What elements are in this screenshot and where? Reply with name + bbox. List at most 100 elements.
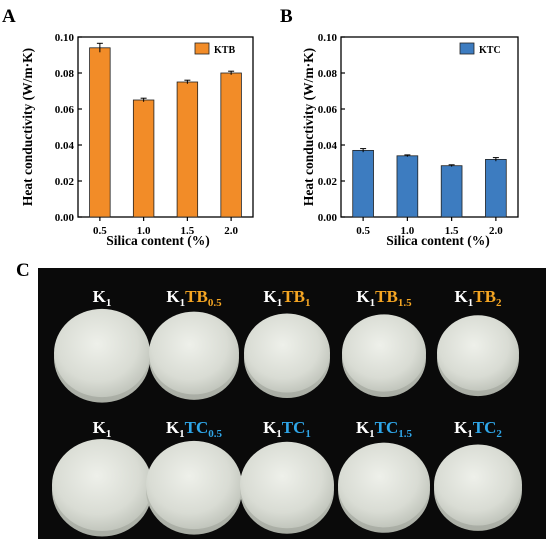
sample-label: K1TC0.5 — [166, 418, 223, 440]
y-tick-label: 0.06 — [318, 104, 338, 116]
plot-area-a: 0.00 0.02 0.04 0.06 0.08 0.10 0.5 1.0 1.5 2.0 KTB — [55, 32, 254, 237]
bar — [352, 149, 374, 218]
y-tick-label: 0.10 — [318, 32, 338, 44]
bar — [220, 72, 242, 218]
plot-area-b: 0.00 0.02 0.04 0.06 0.08 0.10 0.5 1.0 1.5 2.0 KTC — [318, 32, 519, 237]
x-tick-label: 1.5 — [181, 225, 195, 237]
sample-label-suffix-sub: 2 — [496, 297, 502, 309]
bar — [89, 47, 111, 218]
bar — [396, 155, 419, 218]
y-tick-label: 0.06 — [55, 104, 75, 116]
sample-label-base-sub: 1 — [370, 297, 376, 309]
x-tick-label: 1.5 — [445, 225, 459, 237]
sample-label-base: K — [166, 287, 180, 306]
sample-label-base: K — [356, 287, 370, 306]
x-tick-label: 1.0 — [137, 225, 151, 237]
x-axis-title-b: Silica content (%) — [386, 233, 490, 248]
x-tick-label: 2.0 — [489, 225, 503, 237]
plot-frame — [77, 36, 254, 218]
sample-label-suffix: TB — [185, 287, 208, 306]
y-axis-title-b: Heat conductivity (W/m·K) — [301, 48, 316, 206]
sample-label-base: K — [356, 418, 370, 437]
sample-disc — [240, 441, 334, 529]
sample-label-base: K — [454, 418, 468, 437]
sample-label-base-sub: 1 — [467, 428, 473, 440]
sample-label-base: K — [166, 418, 180, 437]
bar — [485, 158, 507, 218]
sample-label-base: K — [93, 418, 107, 437]
sample-label-suffix: TB — [375, 287, 398, 306]
chart-a: A Heat conductivity (W/m·K) Silica conte… — [2, 6, 254, 248]
legend-label: KTB — [214, 45, 235, 56]
sample-label-base-sub: 1 — [106, 297, 112, 309]
sample-label-base: K — [264, 287, 278, 306]
sample-label: K1TB0.5 — [166, 287, 222, 309]
sample-label: K1 — [93, 287, 112, 309]
panel-label-a: A — [2, 6, 16, 27]
sample-label-suffix: TC — [282, 418, 306, 437]
sample-label-suffix-sub: 1 — [305, 297, 311, 309]
sample-disc — [244, 313, 330, 393]
sample-disc — [54, 308, 150, 398]
y-tick-label: 0.08 — [318, 68, 338, 80]
sample-label-base-sub: 1 — [276, 428, 282, 440]
panel-label-b: B — [280, 6, 293, 27]
y-tick-label: 0.10 — [55, 32, 75, 44]
bar — [440, 165, 463, 218]
sample-label-suffix-sub: 0.5 — [208, 297, 222, 309]
sample-label-suffix: TB — [282, 287, 305, 306]
chart-b: B Heat conductivity (W/m·K) Silica conte… — [280, 6, 519, 248]
y-axis-title-a: Heat conductivity (W/m·K) — [20, 48, 35, 206]
sample-label-base: K — [93, 287, 107, 306]
sample-disc — [434, 444, 522, 526]
sample-label-suffix: TC — [375, 418, 399, 437]
sample-label-base-sub: 1 — [180, 297, 186, 309]
y-tick-label: 0.00 — [318, 212, 338, 224]
sample-label: K1TB2 — [455, 287, 502, 309]
legend-label: KTC — [479, 45, 501, 56]
sample-label: K1TC2 — [454, 418, 502, 440]
sample-label-base-sub: 1 — [106, 428, 112, 440]
sample-label: K1TC1.5 — [356, 418, 413, 440]
x-axis-title-a: Silica content (%) — [106, 233, 210, 248]
bar — [176, 81, 199, 218]
sample-label-suffix: TC — [473, 418, 497, 437]
sample-disc — [149, 311, 239, 395]
sample-label: K1TB1.5 — [356, 287, 412, 309]
legend-swatch — [194, 42, 210, 55]
sample-label-base: K — [455, 287, 469, 306]
bar — [132, 99, 155, 218]
x-tick-label: 0.5 — [356, 225, 370, 237]
sample-label: K1 — [93, 418, 112, 440]
sample-disc — [342, 314, 426, 392]
plot-frame — [340, 36, 519, 218]
x-tick-label: 1.0 — [401, 225, 415, 237]
y-tick-label: 0.00 — [55, 212, 75, 224]
sample-label-suffix-sub: 0.5 — [208, 428, 222, 440]
y-tick-label: 0.02 — [55, 176, 75, 188]
sample-label-suffix-sub: 1 — [305, 428, 311, 440]
x-tick-label: 0.5 — [93, 225, 107, 237]
sample-label-suffix: TB — [473, 287, 496, 306]
legend-swatch — [459, 42, 475, 55]
sample-label-base-sub: 1 — [277, 297, 283, 309]
x-tick-label: 2.0 — [224, 225, 238, 237]
sample-disc — [338, 442, 430, 528]
y-tick-label: 0.04 — [318, 140, 338, 152]
panel-label-c: C — [16, 260, 30, 281]
sample-label: K1TC1 — [263, 418, 311, 440]
sample-label-suffix-sub: 2 — [496, 428, 502, 440]
sample-label-base-sub: 1 — [468, 297, 474, 309]
sample-label-suffix: TC — [185, 418, 209, 437]
sample-disc — [146, 440, 242, 530]
sample-label-suffix-sub: 1.5 — [398, 428, 412, 440]
sample-disc — [437, 315, 519, 391]
sample-label-base-sub: 1 — [179, 428, 185, 440]
sample-label-base: K — [263, 418, 277, 437]
sample-label-suffix-sub: 1.5 — [398, 297, 412, 309]
y-tick-label: 0.08 — [55, 68, 75, 80]
sample-disc — [52, 439, 152, 531]
sample-label: K1TB1 — [264, 287, 311, 309]
